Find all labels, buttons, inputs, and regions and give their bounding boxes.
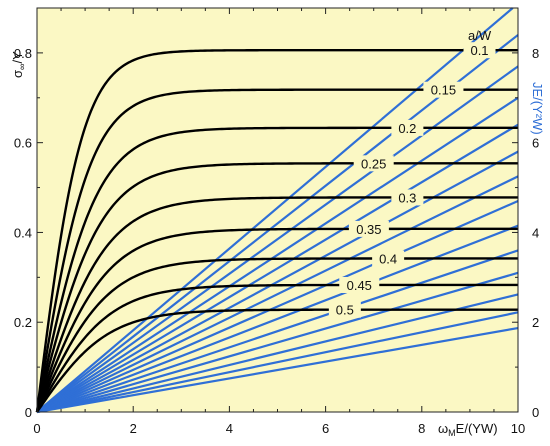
- curve-label-bg-0.25: [353, 155, 394, 172]
- y2-tick-label: 6: [532, 136, 539, 151]
- energy-line-10: [36, 249, 519, 414]
- energy-line-11: [36, 271, 519, 414]
- x-tick-label: 10: [511, 421, 525, 436]
- curve-label-0.4: 0.4: [379, 251, 397, 266]
- y-tick-label: 0.2: [14, 315, 32, 330]
- y-axis-title-sub: ∞: [17, 64, 27, 70]
- y2-tick-label: 4: [532, 225, 539, 240]
- curve-label-bg-0.4: [372, 250, 405, 267]
- energy-line-7: [36, 175, 519, 413]
- y-axis-title: σ∞/Y: [10, 51, 27, 78]
- y2-tick-label: 8: [532, 46, 539, 61]
- x-tick-label: 6: [322, 421, 329, 436]
- y-tick-label: 0.8: [14, 46, 32, 61]
- energy-line-8: [36, 200, 519, 414]
- stress-curve-0.25: [35, 162, 518, 413]
- energy-line-3: [36, 65, 519, 413]
- curve-label-0.1: 0.1: [470, 43, 488, 58]
- curve-label-0.3: 0.3: [398, 190, 416, 205]
- energy-series-group: [36, 7, 519, 414]
- energy-line-12: [36, 293, 519, 414]
- energy-line-9: [36, 224, 519, 414]
- energy-line-2: [36, 34, 519, 413]
- curve-labels-group: 0.1 0.15 0.2 0.25 0.3 0.35 0.4 0.45 0.5: [328, 42, 496, 318]
- x-axis-title-rest: E/(YW): [456, 421, 498, 436]
- curve-label-bg-0.5: [328, 301, 361, 318]
- curve-label-bg-0.1: [463, 42, 496, 59]
- x-axis-title-sub: M: [448, 428, 456, 438]
- y-axis-title-rest: /Y: [10, 51, 25, 64]
- curve-label-bg-0.2: [391, 119, 424, 136]
- curve-label-0.45: 0.45: [347, 278, 372, 293]
- x-tick-label: 0: [33, 421, 40, 436]
- energy-line-1: [36, 7, 514, 413]
- y-axis-title-main: σ: [10, 70, 25, 78]
- stress-curve-0.35: [35, 227, 518, 413]
- curve-label-0.35: 0.35: [356, 222, 381, 237]
- energy-line-5: [36, 123, 519, 413]
- y-tick-label: 0: [25, 405, 32, 420]
- y2-tick-label: 2: [532, 315, 539, 330]
- curve-label-0.25: 0.25: [361, 156, 386, 171]
- energy-line-4: [36, 96, 519, 413]
- stress-curve-0.5: [36, 308, 518, 413]
- curve-label-bg-0.35: [348, 220, 389, 237]
- ticks-group: 0 2 4 6 8 10 0 0.2 0.4 0.6 0.8 0 2 4 6 8: [14, 7, 539, 436]
- y2-tick-label: 0: [532, 405, 539, 420]
- x-axis-title-main: ω: [438, 421, 448, 436]
- legend-title: a/W: [468, 28, 492, 43]
- y-tick-label: 0.4: [14, 225, 32, 240]
- curve-label-bg-0.3: [391, 189, 424, 206]
- x-axis-title: ωME/(YW): [438, 421, 498, 438]
- x-tick-label: 8: [418, 421, 425, 436]
- energy-line-6: [36, 150, 519, 413]
- curve-label-0.5: 0.5: [336, 303, 354, 318]
- x-tick-label: 2: [130, 421, 137, 436]
- stress-curve-0.15: [35, 88, 518, 413]
- curve-label-bg-0.15: [423, 81, 464, 98]
- stress-curve-0.1: [35, 49, 518, 413]
- curve-label-0.15: 0.15: [431, 83, 456, 98]
- y-tick-label: 0.6: [14, 136, 32, 151]
- y2-axis-title: JE/(Y²W): [530, 82, 545, 135]
- energy-line-13: [36, 311, 519, 414]
- x-tick-label: 4: [226, 421, 233, 436]
- energy-line-14: [36, 326, 519, 414]
- curve-label-bg-0.45: [339, 276, 380, 293]
- stress-curve-0.45: [35, 283, 518, 413]
- curve-label-0.2: 0.2: [398, 121, 416, 136]
